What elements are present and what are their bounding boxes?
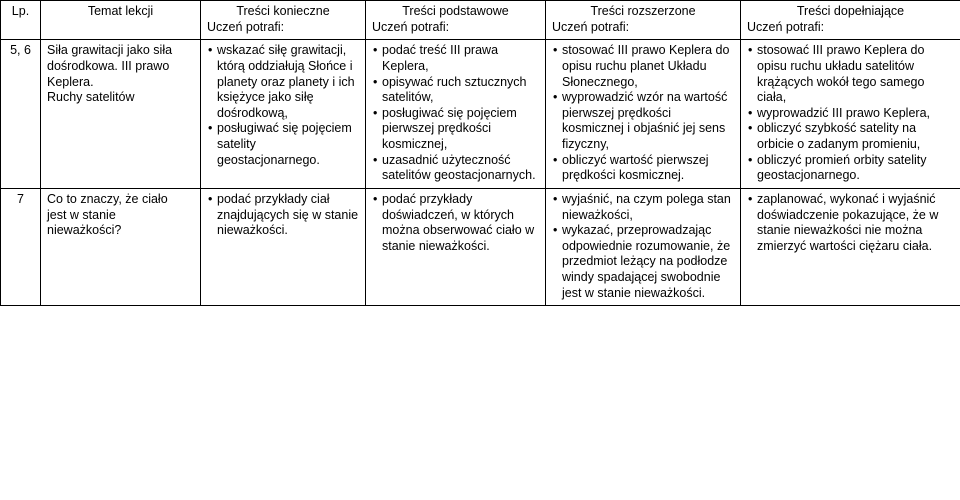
col-c1-sub: Uczeń potrafi: xyxy=(207,20,359,36)
cell-konieczne: podać przykłady ciał znajdujących się w … xyxy=(201,188,366,305)
col-c1-title: Treści konieczne xyxy=(207,4,359,20)
col-c3: Treści rozszerzone Uczeń potrafi: xyxy=(546,1,741,40)
col-lp: Lp. xyxy=(1,1,41,40)
col-c4-sub: Uczeń potrafi: xyxy=(747,20,954,36)
col-c2-sub: Uczeń potrafi: xyxy=(372,20,539,36)
cell-dopelniajace: stosować III prawo Keplera do opisu ruch… xyxy=(741,40,960,189)
table-row: 7 Co to znaczy, że ciało jest w stanie n… xyxy=(1,188,960,305)
topic-line: Ruchy satelitów xyxy=(47,90,194,106)
col-c4: Treści dopełniające Uczeń potrafi: xyxy=(741,1,960,40)
topic-line: nieważkości? xyxy=(47,223,194,239)
list-item: podać przykłady ciał znajdujących się w … xyxy=(207,192,359,239)
list-item: posługiwać się pojęciem pierwszej prędko… xyxy=(372,106,539,153)
bullet-list: podać przykłady ciał znajdujących się w … xyxy=(207,192,359,239)
curriculum-table: Lp. Temat lekcji Treści konieczne Uczeń … xyxy=(0,0,960,306)
list-item: wyprowadzić III prawo Keplera, xyxy=(747,106,954,122)
col-topic: Temat lekcji xyxy=(41,1,201,40)
cell-lp: 5, 6 xyxy=(1,40,41,189)
list-item: stosować III prawo Keplera do opisu ruch… xyxy=(747,43,954,106)
list-item: stosować III prawo Keplera do opisu ruch… xyxy=(552,43,734,90)
col-c1: Treści konieczne Uczeń potrafi: xyxy=(201,1,366,40)
cell-podstawowe: podać przykłady doświadczeń, w których m… xyxy=(366,188,546,305)
col-c2: Treści podstawowe Uczeń potrafi: xyxy=(366,1,546,40)
cell-lp: 7 xyxy=(1,188,41,305)
bullet-list: zaplanować, wykonać i wyjaśnić doświadcz… xyxy=(747,192,954,255)
topic-line: Siła grawitacji jako siła xyxy=(47,43,194,59)
topic-line: dośrodkowa. III prawo xyxy=(47,59,194,75)
bullet-list: wskazać siłę grawitacji, którą oddziałuj… xyxy=(207,43,359,168)
list-item: obliczyć promień orbity satelity geostac… xyxy=(747,153,954,184)
list-item: podać przykłady doświadczeń, w których m… xyxy=(372,192,539,255)
bullet-list: podać przykłady doświadczeń, w których m… xyxy=(372,192,539,255)
table-header-row: Lp. Temat lekcji Treści konieczne Uczeń … xyxy=(1,1,960,40)
list-item: obliczyć szybkość satelity na orbicie o … xyxy=(747,121,954,152)
cell-topic: Siła grawitacji jako siła dośrodkowa. II… xyxy=(41,40,201,189)
list-item: uzasadnić użyteczność satelitów geostacj… xyxy=(372,153,539,184)
col-c2-title: Treści podstawowe xyxy=(372,4,539,20)
list-item: posługiwać się pojęciem satelity geostac… xyxy=(207,121,359,168)
list-item: wykazać, przeprowadzając odpowiednie roz… xyxy=(552,223,734,301)
table-row: 5, 6 Siła grawitacji jako siła dośrodkow… xyxy=(1,40,960,189)
list-item: wskazać siłę grawitacji, którą oddziałuj… xyxy=(207,43,359,121)
topic-line: Keplera. xyxy=(47,75,194,91)
bullet-list: podać treść III prawa Keplera, opisywać … xyxy=(372,43,539,184)
cell-konieczne: wskazać siłę grawitacji, którą oddziałuj… xyxy=(201,40,366,189)
col-c3-sub: Uczeń potrafi: xyxy=(552,20,734,36)
list-item: podać treść III prawa Keplera, xyxy=(372,43,539,74)
table-body: 5, 6 Siła grawitacji jako siła dośrodkow… xyxy=(1,40,960,306)
bullet-list: stosować III prawo Keplera do opisu ruch… xyxy=(747,43,954,184)
list-item: wyjaśnić, na czym polega stan nieważkośc… xyxy=(552,192,734,223)
cell-dopelniajace: zaplanować, wykonać i wyjaśnić doświadcz… xyxy=(741,188,960,305)
bullet-list: stosować III prawo Keplera do opisu ruch… xyxy=(552,43,734,184)
topic-line: jest w stanie xyxy=(47,208,194,224)
cell-rozszerzone: stosować III prawo Keplera do opisu ruch… xyxy=(546,40,741,189)
col-c3-title: Treści rozszerzone xyxy=(552,4,734,20)
cell-rozszerzone: wyjaśnić, na czym polega stan nieważkośc… xyxy=(546,188,741,305)
col-c4-title: Treści dopełniające xyxy=(747,4,954,20)
cell-topic: Co to znaczy, że ciało jest w stanie nie… xyxy=(41,188,201,305)
bullet-list: wyjaśnić, na czym polega stan nieważkośc… xyxy=(552,192,734,301)
cell-podstawowe: podać treść III prawa Keplera, opisywać … xyxy=(366,40,546,189)
topic-line: Co to znaczy, że ciało xyxy=(47,192,194,208)
list-item: obliczyć wartość pierwszej prędkości kos… xyxy=(552,153,734,184)
list-item: zaplanować, wykonać i wyjaśnić doświadcz… xyxy=(747,192,954,255)
list-item: wyprowadzić wzór na wartość pierwszej pr… xyxy=(552,90,734,153)
list-item: opisywać ruch sztucznych satelitów, xyxy=(372,75,539,106)
